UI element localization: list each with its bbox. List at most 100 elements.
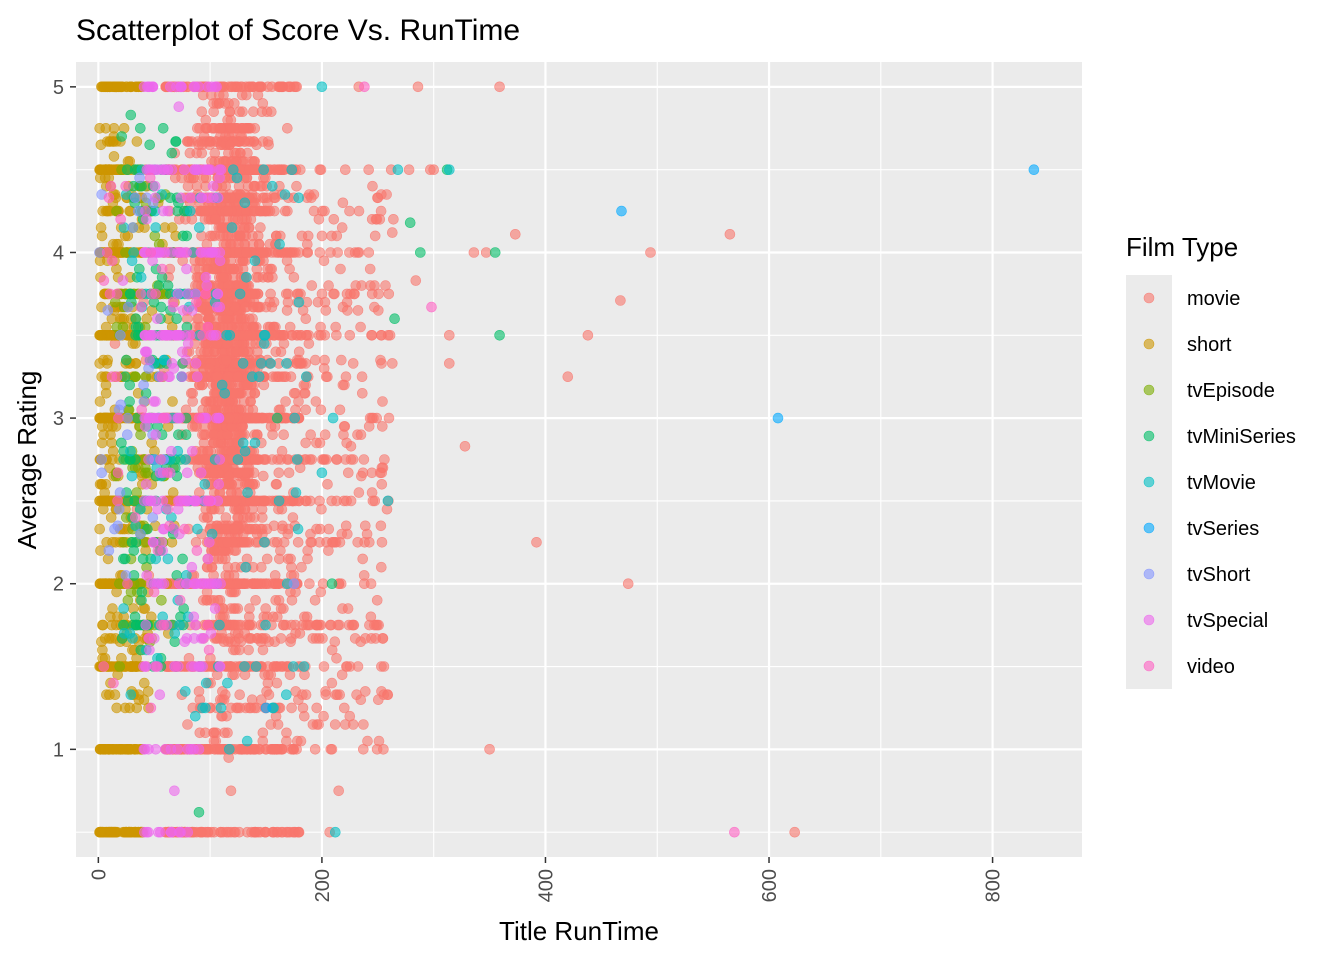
data-point-movie	[282, 728, 292, 738]
data-point-movie	[256, 562, 266, 572]
data-point-movie	[379, 662, 389, 672]
data-point-movie	[329, 289, 339, 299]
data-point-movie	[356, 471, 366, 481]
data-point-movie	[378, 397, 388, 407]
data-point-movie	[364, 537, 374, 547]
data-point-movie	[510, 229, 520, 239]
data-point-movie	[385, 330, 395, 340]
data-point-movie	[293, 695, 303, 705]
data-point-short	[95, 173, 105, 183]
data-point-movie	[225, 633, 235, 643]
data-point-movie	[223, 372, 233, 382]
data-point-movie	[381, 281, 391, 291]
data-point-movie	[377, 468, 387, 478]
data-point-movie	[205, 231, 215, 241]
data-point-movie	[357, 372, 367, 382]
data-point-movie	[247, 524, 257, 534]
data-point-movie	[725, 229, 735, 239]
data-point-movie	[285, 248, 295, 258]
data-point-short	[108, 421, 118, 431]
data-point-movie	[279, 430, 289, 440]
data-point-short	[96, 82, 106, 92]
data-point-movie	[304, 579, 314, 589]
data-point-movie	[197, 430, 207, 440]
data-point-short	[104, 690, 114, 700]
data-point-movie	[388, 214, 398, 224]
data-point-movie	[260, 827, 270, 837]
data-point-short	[110, 827, 120, 837]
data-point-movie	[356, 322, 366, 332]
data-point-movie	[338, 198, 348, 208]
data-point-movie	[359, 455, 369, 465]
data-point-movie	[349, 289, 359, 299]
data-point-movie	[215, 123, 225, 133]
data-point-movie	[364, 165, 374, 175]
data-point-movie	[372, 620, 382, 630]
data-point-movie	[346, 455, 356, 465]
data-point-movie	[221, 355, 231, 365]
data-point-short	[95, 397, 105, 407]
data-point-movie	[342, 305, 352, 315]
data-point-movie	[249, 181, 259, 191]
data-point-movie	[469, 248, 479, 258]
data-point-movie	[340, 165, 350, 175]
data-point-movie	[353, 537, 363, 547]
data-point-movie	[201, 397, 211, 407]
data-point-movie	[223, 206, 233, 216]
data-point-movie	[314, 633, 324, 643]
data-point-movie	[317, 231, 327, 241]
data-point-movie	[349, 620, 359, 630]
data-point-movie	[301, 314, 311, 324]
data-point-movie	[365, 264, 375, 274]
data-point-movie	[235, 645, 245, 655]
data-point-movie	[224, 413, 234, 423]
data-point-movie	[342, 662, 352, 672]
data-point-movie	[320, 430, 330, 440]
data-point-movie	[303, 248, 313, 258]
data-point-movie	[249, 513, 259, 523]
data-point-short	[95, 123, 105, 133]
data-point-movie	[250, 388, 260, 398]
data-point-movie	[227, 123, 237, 133]
data-point-movie	[345, 330, 355, 340]
data-point-movie	[485, 744, 495, 754]
data-point-movie	[243, 330, 253, 340]
data-point-short	[107, 633, 117, 643]
data-point-movie	[370, 231, 380, 241]
data-point-movie	[286, 744, 296, 754]
data-point-movie	[200, 206, 210, 216]
data-point-movie	[334, 786, 344, 796]
data-point-movie	[404, 165, 414, 175]
data-point-movie	[230, 496, 240, 506]
data-point-movie	[341, 372, 351, 382]
data-point-movie	[319, 256, 329, 266]
data-point-movie	[333, 248, 343, 258]
data-point-movie	[235, 690, 245, 700]
data-point-movie	[209, 827, 219, 837]
data-point-short	[96, 330, 106, 340]
data-point-movie	[297, 562, 307, 572]
data-point-movie	[413, 82, 423, 92]
data-point-movie	[233, 468, 243, 478]
data-point-movie	[277, 827, 287, 837]
data-point-short	[97, 421, 107, 431]
data-point-movie	[340, 421, 350, 431]
data-point-movie	[314, 214, 324, 224]
data-point-movie	[306, 193, 316, 203]
data-point-movie	[282, 206, 292, 216]
data-point-movie	[279, 330, 289, 340]
data-point-movie	[372, 595, 382, 605]
data-point-movie	[265, 264, 275, 274]
data-point-movie	[367, 214, 377, 224]
data-point-movie	[312, 620, 322, 630]
data-point-movie	[319, 662, 329, 672]
data-point-movie	[646, 248, 656, 258]
data-point-movie	[196, 827, 206, 837]
data-point-movie	[250, 413, 260, 423]
data-point-movie	[263, 82, 273, 92]
data-point-movie	[275, 662, 285, 672]
data-point-short	[95, 358, 105, 368]
data-point-movie	[319, 363, 329, 373]
data-point-movie	[563, 372, 573, 382]
